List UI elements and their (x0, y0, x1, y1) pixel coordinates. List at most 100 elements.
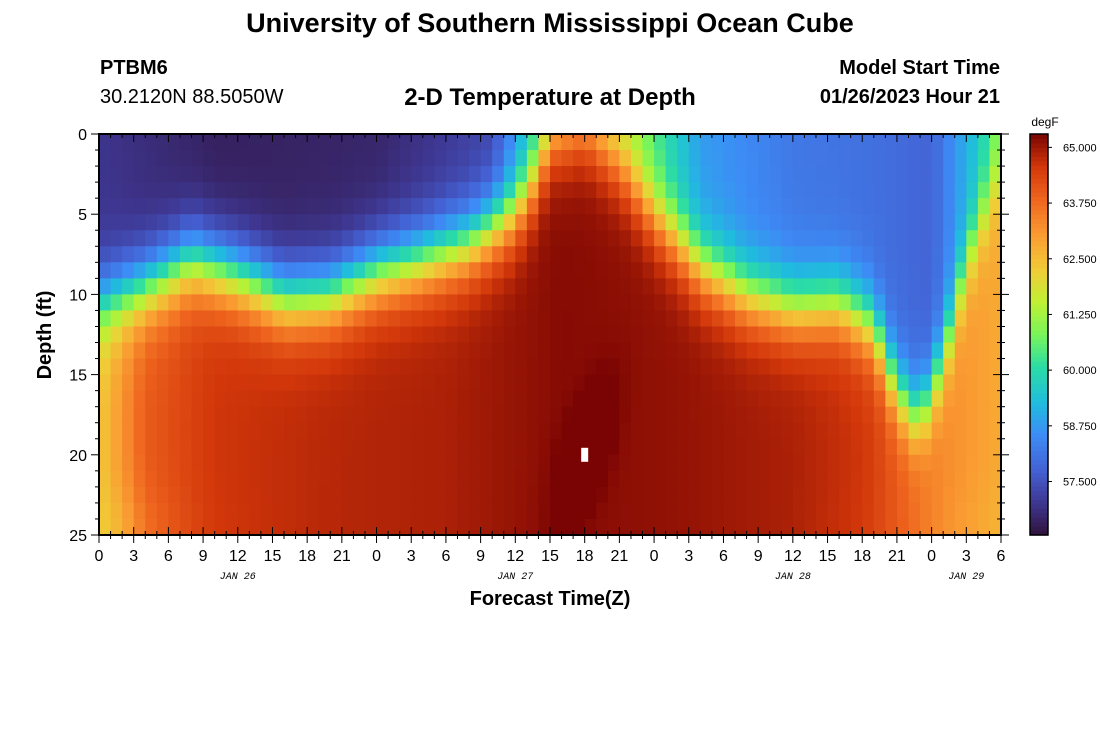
heatmap-cell (99, 486, 112, 504)
heatmap-cell (850, 358, 863, 376)
heatmap-cell (885, 518, 898, 536)
heatmap-cell (827, 502, 840, 520)
heatmap-cell (214, 502, 227, 520)
heatmap-cell (515, 422, 528, 440)
heatmap-cell (156, 406, 169, 424)
model-start-label: Model Start Time (839, 57, 1000, 79)
heatmap-cell (573, 230, 586, 247)
heatmap-cell (920, 198, 933, 215)
heatmap-cell (388, 262, 401, 279)
heatmap-cell (943, 326, 956, 344)
colorbar-segment (1030, 428, 1048, 434)
heatmap-cell (179, 214, 193, 231)
heatmap-cell (758, 454, 771, 472)
heatmap-cell (168, 422, 181, 440)
heatmap-cell (307, 342, 320, 360)
heatmap-cell (700, 502, 713, 520)
heatmap-cell (885, 422, 898, 440)
heatmap-cell (237, 422, 250, 440)
heatmap-cell (792, 342, 806, 360)
heatmap-cell (341, 486, 355, 504)
heatmap-cell (792, 246, 806, 263)
heatmap-cell (700, 374, 713, 392)
heatmap-cell (214, 518, 227, 536)
heatmap-cell (399, 390, 412, 408)
heatmap-cell (619, 326, 632, 344)
heatmap-cell (237, 502, 250, 520)
heatmap-cell (920, 406, 933, 424)
heatmap-cell (110, 294, 123, 312)
heatmap-cell (954, 390, 967, 408)
heatmap-cell (364, 406, 378, 424)
heatmap-cell (989, 214, 1002, 231)
colorbar-tick-label: 62.500 (1063, 254, 1097, 266)
heatmap-cell (561, 438, 574, 456)
heatmap-cell (931, 470, 944, 488)
heatmap-cell (781, 246, 794, 263)
heatmap-cell (966, 310, 979, 328)
heatmap-cell (503, 134, 516, 151)
heatmap-cell (145, 390, 158, 408)
heatmap-cell (503, 182, 516, 199)
heatmap-cell (145, 230, 158, 247)
heatmap-cell (746, 246, 759, 263)
heatmap-cell (607, 518, 620, 536)
heatmap-cell (214, 326, 227, 344)
heatmap-cell (561, 422, 574, 440)
colorbar-segment (1030, 134, 1048, 140)
colorbar-segment (1030, 187, 1048, 193)
heatmap-cell (654, 246, 667, 263)
heatmap-cell (168, 134, 181, 151)
heatmap-cell (156, 342, 169, 360)
heatmap-cell (920, 134, 933, 151)
heatmap-cell (977, 294, 991, 312)
heatmap-cell (769, 278, 782, 295)
heatmap-cell (873, 166, 886, 183)
heatmap-cell (191, 134, 204, 151)
heatmap-cell (422, 470, 435, 488)
heatmap-cell (839, 310, 852, 328)
heatmap-cell (862, 230, 875, 247)
heatmap-cell (226, 198, 239, 215)
heatmap-cell (700, 470, 713, 488)
heatmap-cell (388, 182, 401, 199)
heatmap-cell (954, 518, 967, 536)
heatmap-cell (642, 422, 655, 440)
heatmap-cell (330, 518, 343, 536)
heatmap-cell (179, 166, 193, 183)
heatmap-cell (445, 246, 459, 263)
heatmap-cell (492, 342, 505, 360)
heatmap-cell (122, 390, 135, 408)
y-tick-label: 0 (78, 127, 87, 144)
heatmap-cell (677, 326, 690, 344)
heatmap-cell (885, 470, 898, 488)
heatmap-cell (619, 182, 632, 199)
heatmap-cell (607, 326, 620, 344)
heatmap-cell (272, 486, 285, 504)
heatmap-cell (815, 390, 829, 408)
heatmap-cell (862, 422, 875, 440)
heatmap-cell (203, 422, 216, 440)
heatmap-cell (110, 486, 123, 504)
heatmap-cell (145, 422, 158, 440)
heatmap-cell (723, 294, 736, 312)
heatmap-cell (954, 166, 967, 183)
heatmap-cell (457, 486, 470, 504)
heatmap-cell (526, 406, 540, 424)
heatmap-cell (99, 214, 112, 231)
heatmap-cell (896, 502, 910, 520)
heatmap-cell (989, 406, 1002, 424)
heatmap-cell (781, 390, 794, 408)
heatmap-cell (561, 502, 574, 520)
colorbar-segment (1030, 147, 1048, 153)
heatmap-cell (260, 358, 274, 376)
heatmap-cell (226, 246, 239, 263)
heatmap-cell (260, 294, 274, 312)
heatmap-cell (295, 406, 308, 424)
heatmap-cell (515, 390, 528, 408)
heatmap-cell (226, 358, 239, 376)
heatmap-cell (457, 438, 470, 456)
heatmap-cell (480, 230, 493, 247)
heatmap-cell (145, 310, 158, 328)
heatmap-cell (839, 166, 852, 183)
